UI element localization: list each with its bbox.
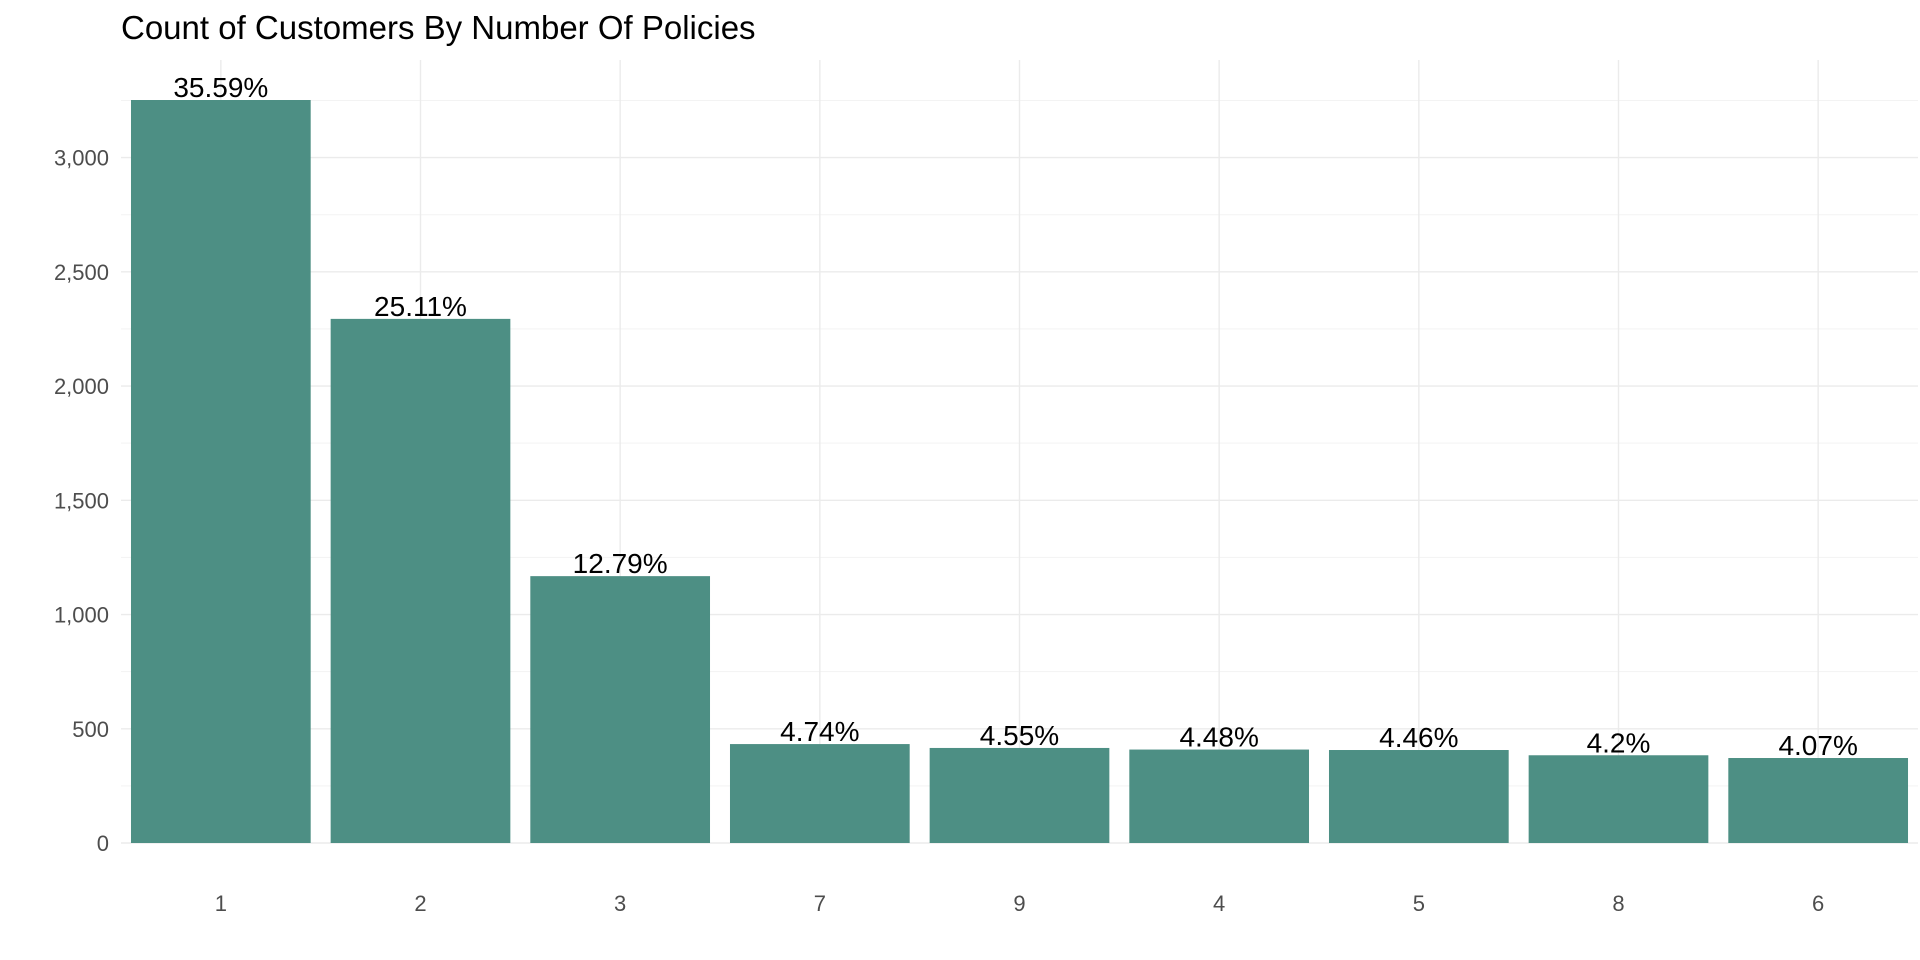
y-tick-label: 2,500 bbox=[54, 260, 109, 285]
x-tick-label: 4 bbox=[1213, 891, 1225, 916]
data-label-3: 12.79% bbox=[573, 548, 668, 579]
bar-9 bbox=[929, 747, 1110, 843]
chart-title: Count of Customers By Number Of Policies bbox=[121, 9, 756, 46]
y-tick-label: 0 bbox=[97, 831, 109, 856]
y-tick-label: 1,500 bbox=[54, 488, 109, 513]
data-label-7: 4.74% bbox=[780, 716, 859, 747]
data-label-8: 4.2% bbox=[1587, 727, 1651, 758]
y-tick-label: 2,000 bbox=[54, 374, 109, 399]
data-label-5: 4.46% bbox=[1379, 722, 1458, 753]
y-tick-label: 1,000 bbox=[54, 603, 109, 628]
x-tick-label: 6 bbox=[1812, 891, 1824, 916]
bar-4 bbox=[1129, 749, 1310, 843]
x-axis: 1 2 3 7 9 4 5 8 6 bbox=[215, 891, 1825, 916]
y-axis: 0 500 1,000 1,500 2,000 2,500 3,000 bbox=[54, 146, 109, 856]
bar-7 bbox=[729, 744, 910, 843]
bar-8 bbox=[1528, 755, 1709, 843]
y-tick-label: 500 bbox=[72, 717, 109, 742]
x-tick-label: 2 bbox=[414, 891, 426, 916]
bar-6 bbox=[1728, 758, 1909, 843]
bar-3 bbox=[530, 576, 711, 843]
data-label-1: 35.59% bbox=[173, 72, 268, 103]
data-label-4: 4.48% bbox=[1179, 722, 1258, 753]
data-label-6: 4.07% bbox=[1778, 730, 1857, 761]
data-label-9: 4.55% bbox=[980, 720, 1059, 751]
data-labels: 35.59% 25.11% 12.79% 4.74% 4.55% 4.48% 4.46% 4.… bbox=[173, 72, 1858, 761]
bar-5 bbox=[1328, 750, 1509, 843]
x-tick-label: 7 bbox=[814, 891, 826, 916]
data-label-2: 25.11% bbox=[374, 291, 467, 322]
x-tick-label: 3 bbox=[614, 891, 626, 916]
bars bbox=[130, 100, 1909, 843]
x-tick-label: 8 bbox=[1612, 891, 1624, 916]
y-tick-label: 3,000 bbox=[54, 146, 109, 171]
bar-2 bbox=[330, 318, 511, 843]
x-tick-label: 1 bbox=[215, 891, 227, 916]
x-tick-label: 9 bbox=[1013, 891, 1025, 916]
x-tick-label: 5 bbox=[1413, 891, 1425, 916]
bar-1 bbox=[130, 100, 311, 843]
